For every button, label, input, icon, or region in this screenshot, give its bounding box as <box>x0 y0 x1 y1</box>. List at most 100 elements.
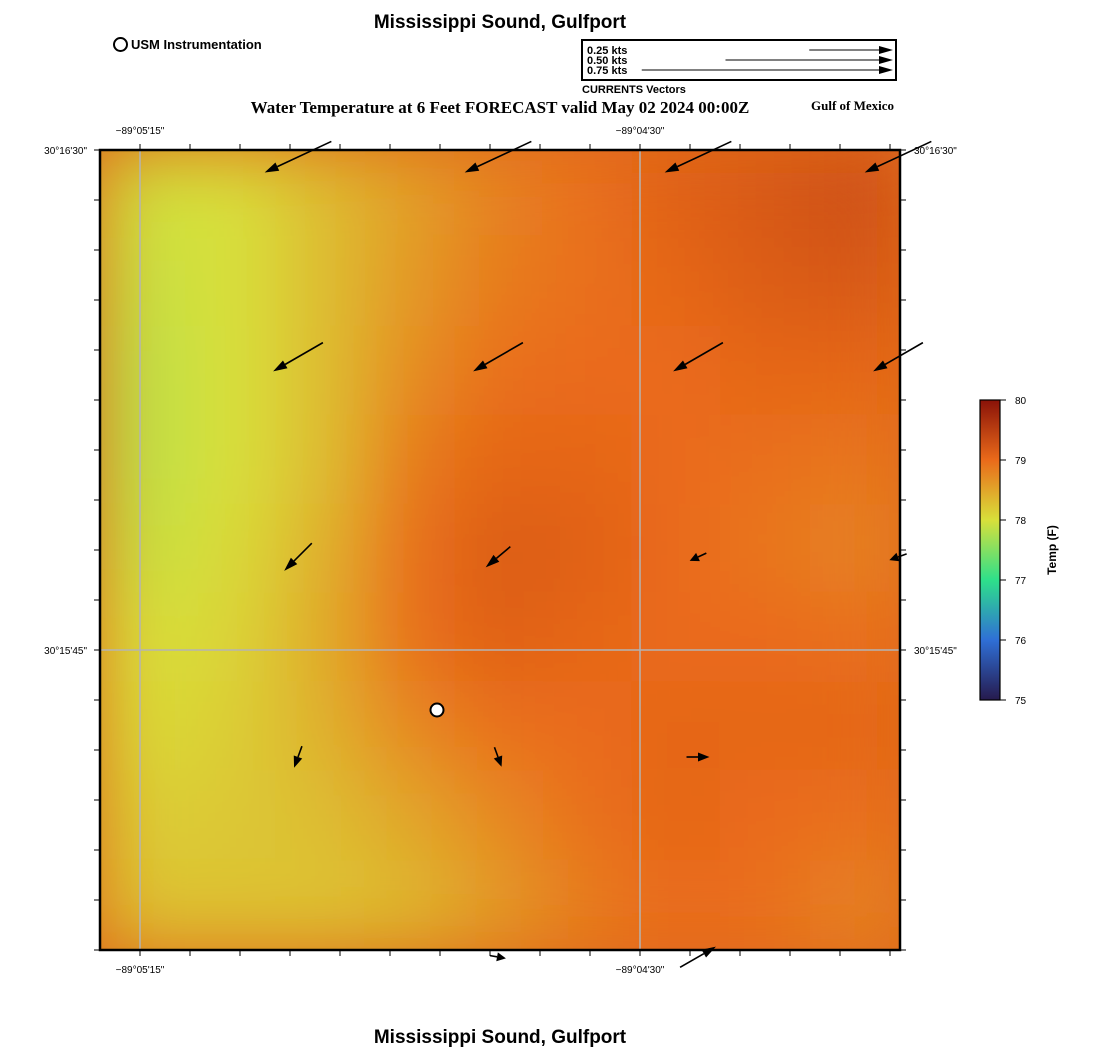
vector-key-arrow <box>809 46 893 54</box>
vector-key-label: 0.25 kts <box>587 45 628 57</box>
temperature-cell <box>720 236 814 330</box>
map-subtitle: Water Temperature at 6 Feet FORECAST val… <box>250 98 750 117</box>
temperature-cell <box>631 592 725 686</box>
current-vector-arrow <box>464 140 532 173</box>
temperature-cell <box>453 859 547 950</box>
temperature-cell <box>364 681 458 775</box>
footer-title: Mississippi Sound, Gulfport <box>373 1027 627 1048</box>
temperature-cell <box>186 503 280 597</box>
current-vector-arrow <box>864 140 932 173</box>
lon-tick-label: −89°04'30" <box>616 965 665 976</box>
vector-key-label: 0.75 kts <box>587 65 628 77</box>
temperature-cell <box>631 150 725 241</box>
lat-tick-label: 30°15'45" <box>914 646 957 657</box>
colorbar-tick-label: 78 <box>1015 516 1027 527</box>
vector-key-title: CURRENTS Vectors <box>582 84 686 96</box>
temperature-cell <box>364 503 458 597</box>
temperature-cell <box>542 503 636 597</box>
current-vector-arrow <box>473 341 524 372</box>
temperature-cell <box>542 414 636 508</box>
lat-tick-label: 30°16'30" <box>914 146 957 157</box>
current-vector-arrow <box>489 952 506 962</box>
temperature-cell <box>453 770 547 864</box>
vector-key-label: 0.50 kts <box>587 55 628 67</box>
temperature-cell <box>809 859 900 950</box>
current-vector-arrow <box>493 747 503 767</box>
map-title: Mississippi Sound, Gulfport <box>373 12 627 33</box>
frame-ticks <box>94 144 906 956</box>
temperature-cell <box>720 414 814 508</box>
colorbar-title: Temp (F) <box>1045 525 1059 575</box>
temperature-cell <box>100 236 191 330</box>
temperature-cell <box>275 150 369 241</box>
temperature-cell <box>809 325 900 419</box>
current-vector-arrow <box>673 341 724 372</box>
temperature-cell <box>186 325 280 419</box>
colorbar-tick-label: 77 <box>1015 576 1027 587</box>
temperature-cell <box>100 414 191 508</box>
temperature-cell <box>100 770 191 864</box>
lon-tick-label: −89°04'30" <box>616 126 665 137</box>
temperature-cell <box>542 681 636 775</box>
temperature-cell <box>453 592 547 686</box>
temperature-cell <box>720 592 814 686</box>
temperature-cell <box>100 681 191 775</box>
temperature-cell <box>542 236 636 330</box>
temperature-cell <box>186 236 280 330</box>
temperature-cell <box>364 150 458 241</box>
temperature-cell <box>631 503 725 597</box>
temperature-cell <box>809 150 900 241</box>
temperature-cell <box>364 325 458 419</box>
temperature-cell <box>542 592 636 686</box>
graticule <box>100 150 900 950</box>
colorbar-tick-label: 80 <box>1015 396 1027 407</box>
lon-tick-label: −89°05'15" <box>116 126 165 137</box>
temperature-cell <box>186 681 280 775</box>
temperature-cell <box>100 325 191 419</box>
station-marker[interactable] <box>429 702 445 718</box>
temperature-cell <box>275 325 369 419</box>
temperature-cell <box>364 770 458 864</box>
temperature-cell <box>275 414 369 508</box>
temperature-cell <box>275 770 369 864</box>
colorbar-gradient <box>979 399 1001 701</box>
temperature-cell <box>542 859 636 950</box>
colorbar-tick-label: 75 <box>1015 696 1027 707</box>
vector-key-arrows <box>641 46 893 74</box>
vector-key-arrow <box>641 66 893 74</box>
temperature-cell <box>364 236 458 330</box>
colorbar-tick-label: 79 <box>1015 456 1027 467</box>
temperature-cell <box>275 236 369 330</box>
temperature-cell <box>364 592 458 686</box>
temperature-cell <box>186 592 280 686</box>
temperature-cell <box>186 150 280 241</box>
colorbar: 75 76 77 78 79 80 Temp (F) <box>979 396 1059 707</box>
temperature-cell <box>631 325 725 419</box>
current-vector-arrow <box>664 140 732 173</box>
temperature-cell <box>720 681 814 775</box>
lon-tick-label: −89°05'15" <box>116 965 165 976</box>
temperature-cell <box>631 681 725 775</box>
temperature-cell <box>275 503 369 597</box>
temperature-cell <box>542 770 636 864</box>
temperature-cell <box>720 859 814 950</box>
temperature-cell <box>720 770 814 864</box>
temperature-cell <box>275 681 369 775</box>
current-vector-arrow <box>293 745 303 768</box>
current-vector-arrow <box>485 546 511 568</box>
lat-tick-label: 30°15'45" <box>44 646 87 657</box>
temperature-cell <box>275 592 369 686</box>
temperature-cell <box>631 414 725 508</box>
vector-key-box: 0.25 kts 0.50 kts 0.75 kts <box>581 39 897 81</box>
current-vector-arrow <box>689 552 707 562</box>
temperature-cell <box>453 236 547 330</box>
temperature-cell <box>100 859 191 950</box>
temperature-cell <box>453 325 547 419</box>
temperature-cell <box>100 503 191 597</box>
lat-tick-label: 30°16'30" <box>44 146 87 157</box>
temperature-cell <box>100 150 191 241</box>
temperature-cell <box>100 592 191 686</box>
current-vector-arrow <box>273 341 324 372</box>
temperature-cell <box>809 503 900 597</box>
